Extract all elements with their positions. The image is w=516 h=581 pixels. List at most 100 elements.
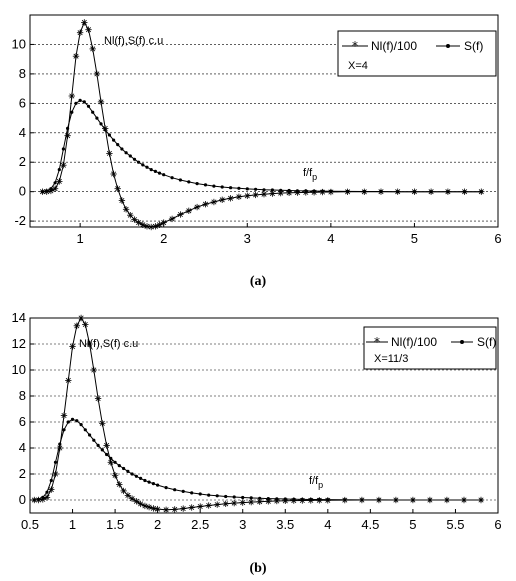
data-point-s-a [95, 116, 99, 120]
xtick-label-b: 2.5 [191, 517, 209, 532]
xtick-label-a: 6 [494, 231, 501, 246]
annotation-ylabel-a: Nl(f),S(f) c.u [104, 35, 163, 47]
data-point-nl-a [93, 70, 101, 78]
data-point-s-a [141, 163, 145, 167]
data-point-nl-a [135, 219, 142, 226]
data-point-s-b [394, 498, 398, 502]
data-point-s-b [126, 469, 130, 473]
data-point-nl-a [89, 45, 96, 53]
data-point-s-b [300, 497, 304, 501]
data-point-nl-a [202, 200, 209, 208]
data-point-s-b [53, 460, 58, 464]
data-point-nl-b [52, 470, 59, 478]
ticks-b: 0 2 4 6 8 10 12 14 0.5 1 1.5 2 2.5 3 3.5 4 4.5 5 5.5 6 [12, 310, 502, 532]
data-point-s-a [279, 188, 283, 192]
data-point-nl-b [239, 499, 246, 506]
data-point-nl-a [185, 207, 193, 215]
legend-label-nl-a: Nl(f)/100 [371, 39, 417, 53]
ytick-label-b: 2 [19, 466, 26, 481]
ytick-label-b: 4 [19, 440, 26, 455]
data-point-nl-b [120, 487, 127, 495]
data-point-s-a [195, 182, 199, 186]
xtick-label-b: 5.5 [446, 517, 464, 532]
ytick-label-b: 6 [19, 414, 26, 429]
data-point-nl-b [133, 498, 140, 505]
data-point-s-b [181, 489, 185, 493]
data-point-nl-a [118, 197, 126, 204]
data-point-nl-a [97, 98, 105, 106]
data-point-s-a [446, 190, 450, 194]
data-point-nl-a [60, 161, 67, 169]
data-point-s-b [147, 480, 151, 484]
data-point-nl-a [81, 19, 88, 26]
data-point-s-b [428, 498, 432, 502]
data-point-nl-a [156, 221, 163, 229]
data-point-nl-a [143, 223, 151, 230]
ytick-label-a: 10 [12, 36, 26, 51]
caption-a: (a) [250, 274, 267, 289]
data-point-s-b [224, 494, 228, 499]
data-point-nl-a [252, 191, 259, 199]
legend-box-a [337, 30, 497, 77]
data-point-s-a [128, 154, 132, 158]
data-point-s-b [343, 498, 347, 502]
data-point-s-a [245, 187, 249, 191]
legend-label-nl-b: Nl(f)/100 [391, 335, 437, 349]
data-point-s-b [249, 496, 253, 500]
data-point-s-b [143, 478, 147, 483]
data-point-s-b [79, 423, 83, 427]
data-point-nl-b [188, 504, 195, 511]
data-point-s-a [237, 186, 241, 190]
data-point-nl-a [127, 211, 134, 219]
data-point-s-b [156, 483, 160, 487]
data-point-s-b [215, 494, 219, 498]
data-point-nl-a [168, 215, 176, 223]
data-point-nl-a [76, 29, 84, 36]
data-point-s-a [78, 98, 82, 102]
xtick-label-b: 3.5 [276, 517, 294, 532]
data-point-nl-b [69, 343, 76, 350]
data-point-nl-b [111, 472, 119, 479]
data-point-s-b [134, 474, 138, 478]
data-point-nl-b [99, 420, 106, 427]
data-point-s-b [117, 464, 121, 468]
data-point-s-a [178, 178, 182, 182]
data-point-s-b [122, 466, 126, 471]
data-point-nl-b [124, 492, 132, 499]
legend-a: * Nl(f)/100 S(f) X=4 [337, 30, 497, 77]
legend-label-s-b: S(f) [477, 335, 496, 349]
data-point-s-a [116, 143, 120, 147]
data-point-s-b [36, 497, 41, 501]
data-point-s-a [270, 188, 274, 192]
series-a [39, 19, 485, 231]
data-point-s-a [82, 100, 86, 104]
data-point-s-a [99, 122, 103, 126]
xtick-label-b: 5 [409, 517, 416, 532]
data-point-s-a [254, 187, 258, 191]
ytick-label-b: 12 [12, 336, 26, 351]
data-point-s-b [45, 490, 49, 494]
xtick-label-b: 4 [324, 517, 331, 532]
data-point-s-a [304, 189, 308, 193]
panel-b: 0 2 4 6 8 10 12 14 0.5 1 1.5 2 2.5 3 3.5 4 4.5 5 5.5 6 Nl(f… [12, 310, 502, 576]
data-point-s-a [145, 165, 149, 169]
data-point-s-b [109, 456, 113, 460]
data-point-s-b [190, 491, 194, 495]
data-point-s-a [157, 171, 162, 175]
data-point-s-a [149, 168, 153, 172]
data-point-s-a [40, 190, 45, 194]
data-point-s-b [70, 417, 75, 421]
data-point-nl-a [244, 192, 251, 200]
ytick-label-b: 0 [19, 492, 26, 507]
data-point-s-a [346, 189, 350, 193]
xtick-label-a: 1 [77, 231, 84, 246]
data-point-s-b [377, 498, 381, 502]
data-point-s-b [309, 497, 313, 502]
data-point-nl-b [196, 503, 204, 510]
data-point-s-b [283, 497, 287, 501]
data-point-nl-b [171, 506, 178, 513]
data-point-s-b [49, 478, 53, 483]
data-point-s-a [212, 184, 216, 188]
data-point-nl-b [43, 494, 51, 501]
